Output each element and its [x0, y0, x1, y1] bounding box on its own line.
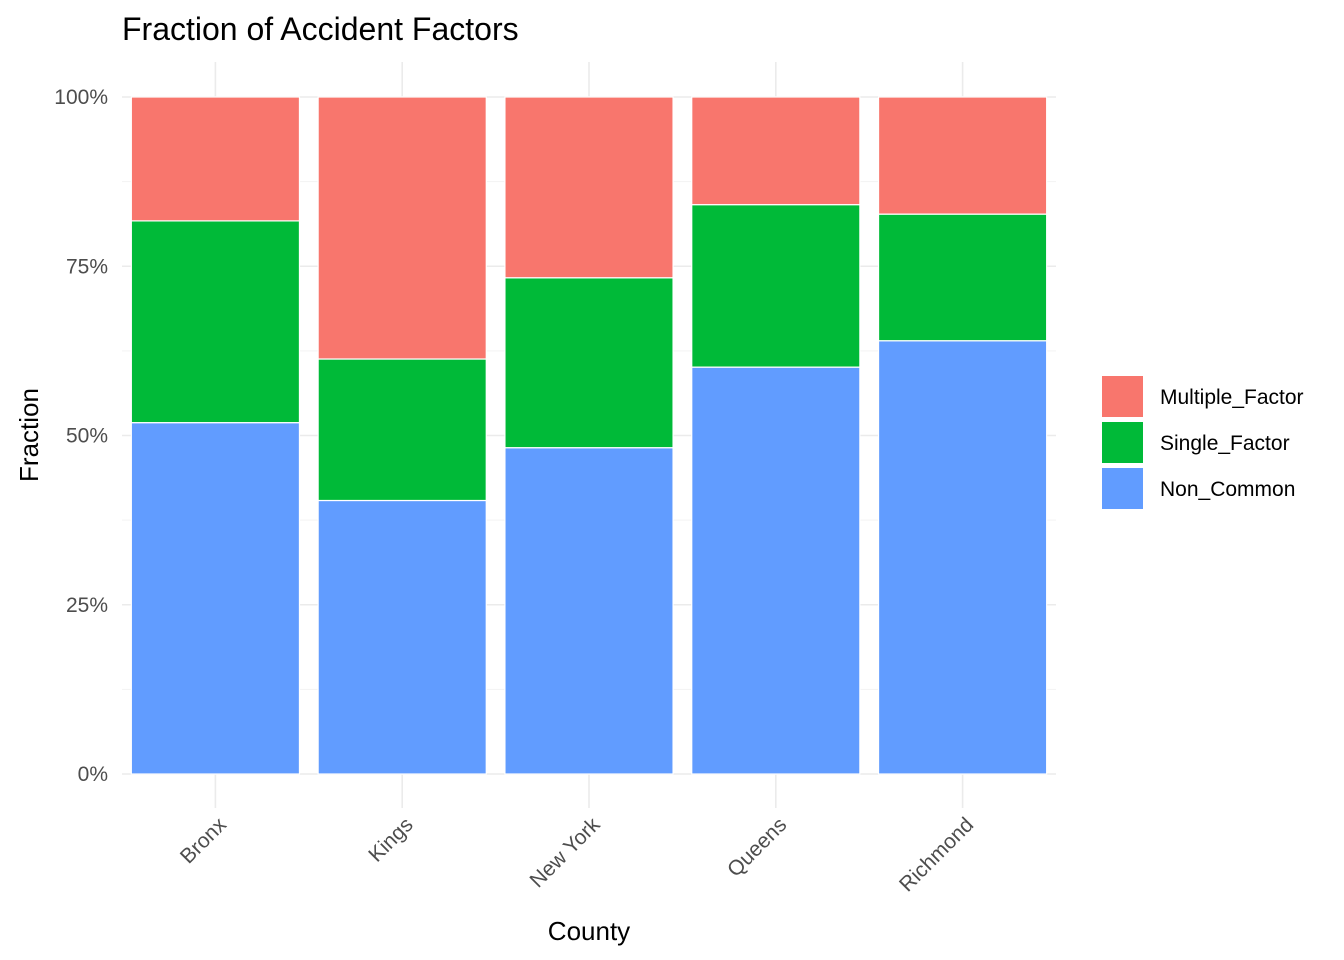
y-tick-label: 100%: [54, 86, 108, 109]
bar-segment-non-common-new-york: [504, 447, 674, 775]
bars: [130, 96, 1048, 775]
bar-segment-non-common-queens: [691, 366, 861, 775]
legend: Multiple_Factor Single_Factor Non_Common: [1102, 376, 1304, 509]
y-tick-label: 25%: [66, 594, 108, 617]
bar-segment-non-common-richmond: [877, 340, 1048, 775]
bar-segment-single-factor-new-york: [504, 277, 674, 449]
x-axis-title: County: [548, 916, 630, 946]
y-tick-label: 75%: [66, 255, 108, 278]
bar-segment-single-factor-kings: [317, 358, 487, 502]
bar-segment-non-common-kings: [317, 499, 487, 775]
bar-segment-multiple-factor-richmond: [877, 96, 1048, 215]
bar-segment-multiple-factor-bronx: [130, 96, 301, 222]
legend-label-non-common: Non_Common: [1160, 478, 1295, 501]
legend-swatch-non-common: [1102, 468, 1143, 509]
y-axis-ticks: 0% 25% 50% 75% 100%: [54, 86, 108, 786]
chart-title: Fraction of Accident Factors: [122, 11, 519, 47]
bar-segment-multiple-factor-new-york: [504, 96, 674, 279]
x-axis-ticks: Bronx Kings New York Queens Richmond: [176, 813, 978, 896]
x-tick-label: Kings: [364, 813, 417, 866]
y-axis-title: Fraction: [14, 388, 44, 482]
legend-swatch-multiple-factor: [1102, 376, 1143, 417]
x-tick-label: Queens: [723, 813, 791, 881]
legend-label-multiple-factor: Multiple_Factor: [1160, 386, 1304, 409]
legend-label-single-factor: Single_Factor: [1160, 432, 1290, 455]
bar-segment-single-factor-bronx: [130, 220, 301, 424]
bar-segment-single-factor-queens: [691, 204, 861, 368]
bar-segment-single-factor-richmond: [877, 213, 1048, 342]
x-tick-label: Bronx: [176, 813, 231, 868]
y-tick-label: 0%: [78, 763, 108, 786]
legend-swatch-single-factor: [1102, 422, 1143, 463]
y-tick-label: 50%: [66, 425, 108, 448]
x-tick-label: Richmond: [895, 813, 978, 896]
bar-segment-non-common-bronx: [130, 422, 301, 775]
bar-segment-multiple-factor-kings: [317, 96, 487, 360]
x-tick-label: New York: [526, 813, 605, 892]
bar-segment-multiple-factor-queens: [691, 96, 861, 206]
